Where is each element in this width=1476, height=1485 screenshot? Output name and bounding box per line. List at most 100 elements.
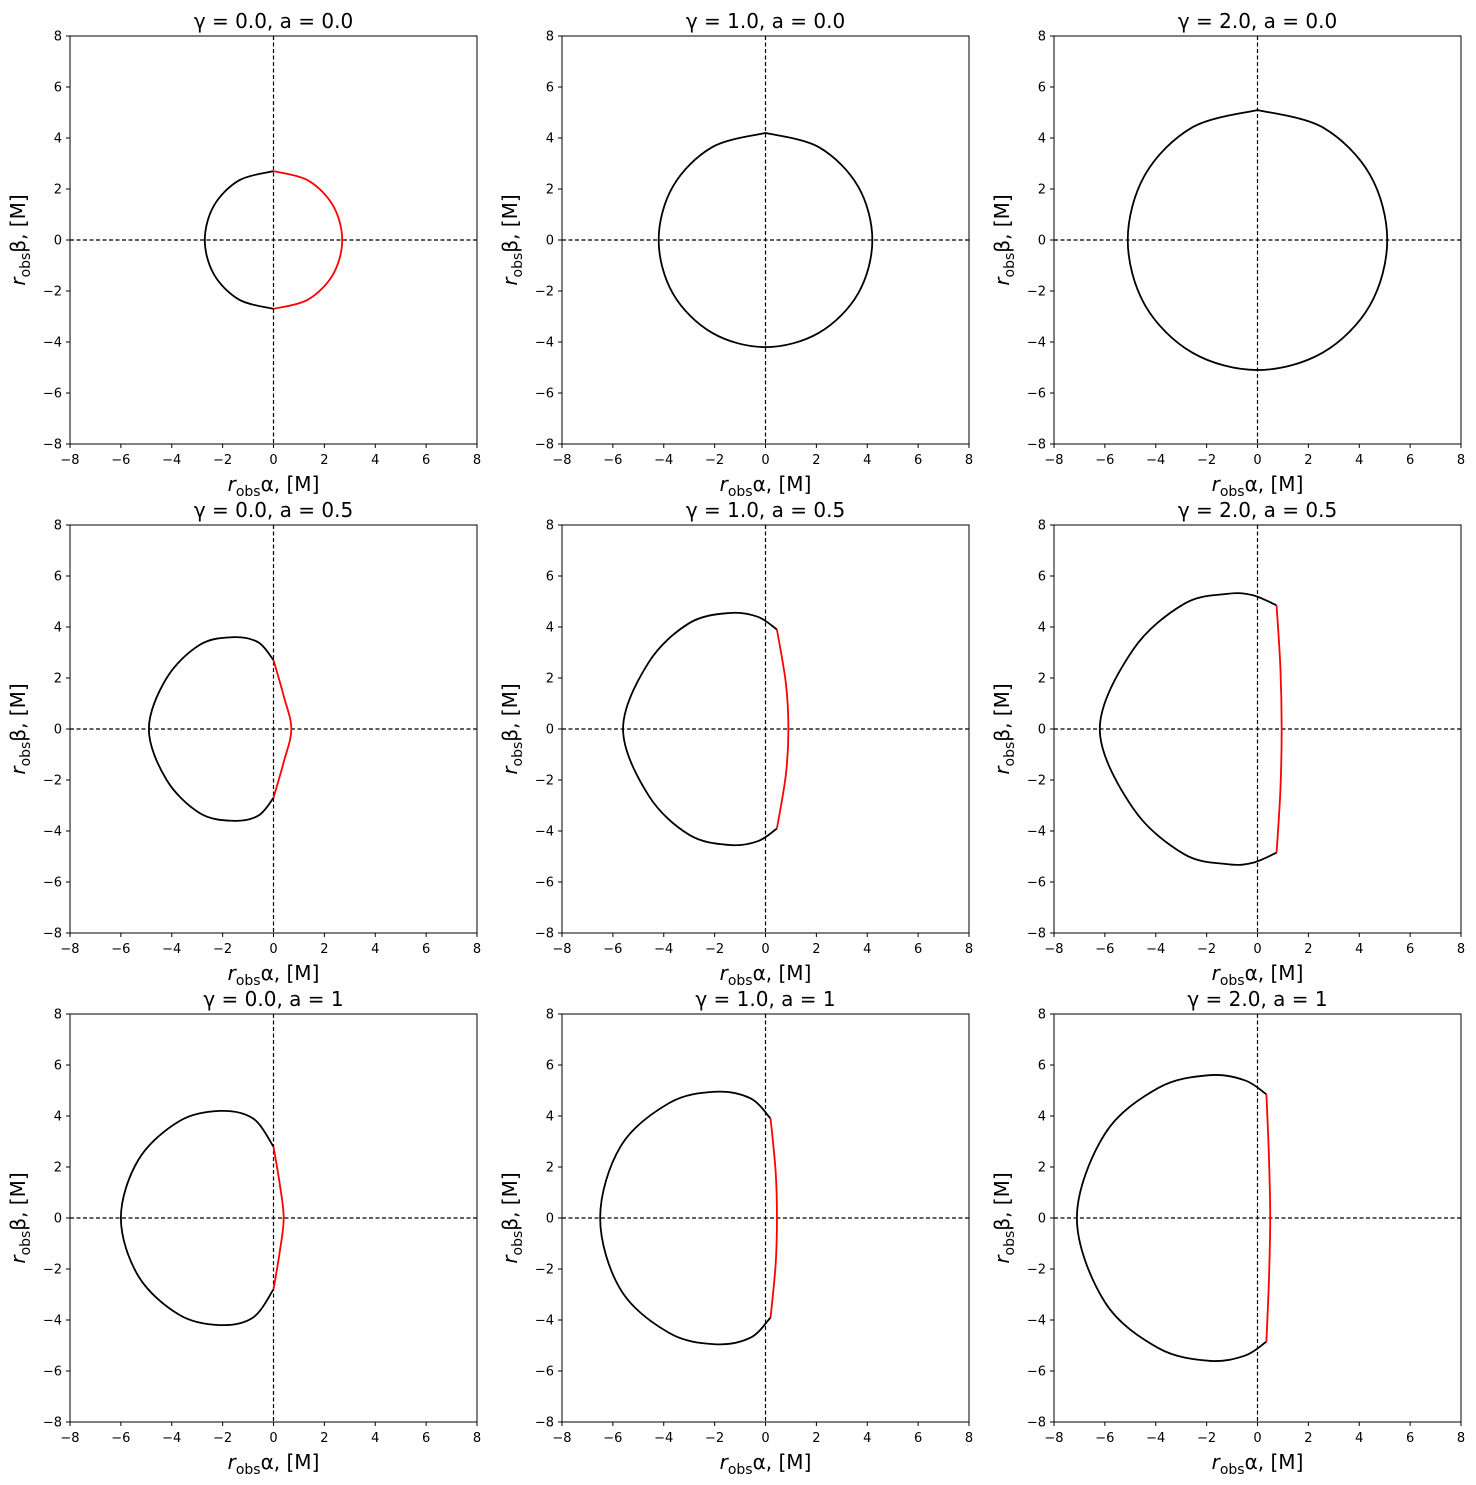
y-tick-label: 0 (546, 234, 554, 249)
x-tick-label: 0 (761, 453, 769, 468)
x-tick-label: 0 (1253, 942, 1261, 957)
x-tick-label: 8 (1457, 1431, 1465, 1446)
y-tick-label: 0 (54, 234, 62, 249)
y-tick-label: 6 (546, 81, 554, 96)
x-tick-label: 8 (965, 453, 973, 468)
y-tick-label: −6 (1027, 1365, 1046, 1380)
y-tick-label: −2 (43, 285, 62, 300)
y-tick-label: 2 (546, 1161, 554, 1176)
x-tick-label: 4 (863, 1431, 871, 1446)
y-tick-label: −6 (1027, 876, 1046, 891)
x-tick-label: 6 (1406, 453, 1414, 468)
x-tick-label: −4 (1146, 942, 1165, 957)
subplot-title: γ = 1.0, a = 0.5 (686, 498, 845, 522)
subplot-title: γ = 1.0, a = 1 (695, 987, 835, 1011)
x-tick-label: −2 (213, 942, 232, 957)
x-tick-label: −6 (603, 453, 622, 468)
y-tick-label: 2 (1038, 1161, 1046, 1176)
red-shadow-curve (769, 1118, 778, 1318)
x-tick-label: −8 (552, 942, 571, 957)
x-axis-label: robsα, [M] (228, 961, 320, 989)
series-group (203, 170, 344, 310)
x-tick-label: 2 (320, 942, 328, 957)
y-tick-label: 6 (54, 81, 62, 96)
y-tick-label: 0 (546, 1212, 554, 1227)
x-tick-label: −8 (552, 1431, 571, 1446)
y-axis-label: robsβ, [M] (6, 1172, 34, 1263)
x-axis-label: robsα, [M] (720, 472, 812, 500)
x-tick-label: −4 (162, 453, 181, 468)
red-shadow-curve (1275, 605, 1283, 853)
subplot-1-2: −8 −6 −4 −2 0 2 4 6 8 −8 −6 −4 −2 0 2 4 6 8 γ = 2.0, a = 0… (990, 498, 1465, 989)
y-tick-label: 8 (546, 30, 554, 45)
y-tick-label: 2 (54, 183, 62, 198)
x-tick-label: −6 (1095, 1431, 1114, 1446)
y-tick-label: 4 (546, 132, 554, 147)
x-tick-label: −4 (654, 1431, 673, 1446)
y-tick-label: 8 (546, 519, 554, 534)
x-tick-label: 6 (422, 453, 430, 468)
y-tick-label: 8 (54, 519, 62, 534)
x-tick-label: 0 (269, 1431, 277, 1446)
x-tick-label: −6 (603, 942, 622, 957)
series-group (1126, 109, 1389, 371)
subplot-title: γ = 1.0, a = 0.0 (686, 9, 845, 33)
y-tick-label: 0 (1038, 723, 1046, 738)
x-tick-label: −6 (111, 453, 130, 468)
black-shadow-curve (119, 1109, 275, 1327)
black-shadow-curve (1126, 109, 1389, 371)
x-tick-label: −2 (1197, 942, 1216, 957)
x-tick-label: −4 (1146, 1431, 1165, 1446)
x-tick-label: −4 (1146, 453, 1165, 468)
y-tick-label: 8 (1038, 30, 1046, 45)
red-shadow-curve (273, 170, 344, 310)
y-tick-label: −2 (1027, 285, 1046, 300)
y-tick-label: −2 (535, 1263, 554, 1278)
y-tick-label: 2 (1038, 672, 1046, 687)
x-tick-label: 4 (1355, 942, 1363, 957)
x-tick-label: 8 (473, 453, 481, 468)
x-tick-label: −6 (111, 942, 130, 957)
x-tick-label: 6 (914, 1431, 922, 1446)
y-tick-label: −8 (535, 438, 554, 453)
y-tick-label: −2 (43, 774, 62, 789)
y-tick-label: 6 (546, 1059, 554, 1074)
x-tick-label: −8 (60, 453, 79, 468)
x-tick-label: 4 (863, 453, 871, 468)
y-tick-label: −6 (43, 1365, 62, 1380)
y-tick-label: 4 (54, 1110, 62, 1125)
x-tick-label: −4 (654, 453, 673, 468)
red-shadow-curve (272, 1146, 285, 1290)
black-shadow-curve (599, 1090, 772, 1346)
y-tick-label: 8 (54, 30, 62, 45)
y-tick-label: −4 (1027, 336, 1046, 351)
x-tick-label: 2 (812, 1431, 820, 1446)
y-axis-label: robsβ, [M] (498, 683, 526, 774)
x-tick-label: −2 (213, 1431, 232, 1446)
y-tick-label: 2 (1038, 183, 1046, 198)
black-shadow-curve (657, 132, 874, 349)
x-tick-label: −2 (1197, 453, 1216, 468)
y-axis-label: robsβ, [M] (990, 194, 1018, 285)
y-tick-label: −8 (1027, 438, 1046, 453)
y-tick-label: −2 (43, 1263, 62, 1278)
x-tick-label: 8 (965, 1431, 973, 1446)
x-tick-label: 8 (473, 942, 481, 957)
y-tick-label: 0 (1038, 1212, 1046, 1227)
subplot-1-0: −8 −6 −4 −2 0 2 4 6 8 −8 −6 −4 −2 0 2 4 6 8 γ = 0.0, a = 0… (6, 498, 481, 989)
x-tick-label: −6 (111, 1431, 130, 1446)
x-tick-label: 6 (914, 453, 922, 468)
y-tick-label: 8 (54, 1008, 62, 1023)
x-tick-label: −2 (705, 1431, 724, 1446)
y-tick-label: −8 (43, 927, 62, 942)
y-tick-label: −8 (43, 438, 62, 453)
y-tick-label: −2 (1027, 1263, 1046, 1278)
y-axis-label: robsβ, [M] (990, 683, 1018, 774)
y-tick-label: 0 (54, 723, 62, 738)
x-tick-label: 2 (320, 453, 328, 468)
y-axis-label: robsβ, [M] (6, 683, 34, 774)
y-axis-label: robsβ, [M] (498, 1172, 526, 1263)
x-tick-label: 8 (473, 1431, 481, 1446)
x-tick-label: 2 (812, 942, 820, 957)
